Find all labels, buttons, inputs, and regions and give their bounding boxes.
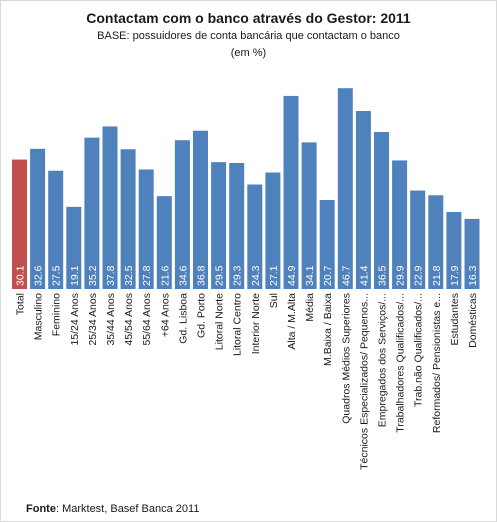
data-label: 35.2 (87, 265, 99, 286)
bar (392, 160, 408, 289)
bar (446, 212, 462, 289)
data-label: 37.8 (105, 265, 117, 286)
category-label: Quadros Médios Superiores (340, 293, 352, 424)
bar (48, 170, 64, 289)
data-label: 17.9 (449, 265, 461, 286)
category-label: Empregados dos Serviços/... (377, 293, 389, 427)
bar (283, 95, 299, 290)
category-label: 35/44 Anos (105, 293, 117, 346)
category-label: Média (304, 293, 316, 322)
data-label: 29.5 (214, 265, 226, 286)
category-label: Interior Norte (250, 293, 262, 354)
category-label: Gd. Lisboa (177, 293, 189, 344)
category-label: Masculino (33, 293, 45, 340)
bar-chart: 30.1 Total 32.6 Masculino 27.5 Feminino 19.1 15… (12, 88, 480, 470)
bar (247, 184, 263, 289)
category-label: Reformados/ Pensionistas e... (431, 293, 443, 433)
category-label: Trab.não Qualificados/... (413, 293, 425, 407)
category-label: 45/54 Anos (123, 293, 135, 346)
data-label: 16.3 (467, 265, 479, 286)
data-label: 46.7 (340, 265, 352, 286)
source-note: Fonte: Marktest, Basef Banca 2011 (26, 503, 199, 515)
bar (265, 172, 281, 289)
bar (211, 162, 227, 289)
bar (229, 163, 245, 289)
category-label: +64 Anos (159, 293, 171, 337)
chart-unit: (em %) (230, 47, 267, 59)
category-label: Feminino (51, 293, 63, 336)
bar (120, 149, 136, 289)
data-label: 21.8 (431, 265, 443, 286)
bar (355, 110, 371, 289)
data-label: 24.3 (250, 265, 262, 286)
bar (319, 199, 335, 289)
category-label: Total (15, 293, 27, 315)
data-label: 19.1 (69, 265, 81, 286)
bar (84, 137, 100, 289)
chart-title: Contactam com o banco através do Gestor:… (86, 10, 411, 26)
category-label: 15/24 Anos (69, 293, 81, 346)
category-label: Trabalhadores Qualificados/... (395, 293, 407, 433)
bar (174, 140, 190, 289)
data-label: 27.5 (51, 265, 63, 286)
category-label: Sul (268, 293, 280, 308)
data-label: 32.5 (123, 265, 135, 286)
bar (301, 142, 317, 289)
category-label: Técnicos Especializados/ Pequenos... (358, 293, 370, 470)
data-label: 34.6 (177, 265, 189, 286)
bar (193, 130, 208, 289)
data-label: 21.6 (159, 265, 171, 286)
data-label: 20.7 (322, 265, 334, 286)
data-label: 30.1 (15, 265, 27, 286)
category-label: 25/34 Anos (87, 293, 99, 346)
data-label: 29.3 (232, 265, 244, 286)
bar (428, 195, 444, 289)
bar (12, 159, 27, 289)
bar (374, 132, 389, 289)
data-label: 34.1 (304, 265, 316, 286)
bar (337, 88, 353, 289)
data-label: 44.9 (286, 265, 298, 286)
data-label: 36.5 (377, 265, 389, 286)
category-label: Litoral Centro (232, 293, 244, 356)
bar (102, 126, 118, 290)
data-label: 22.9 (413, 265, 425, 286)
chart-subtitle: BASE: possuidores de conta bancária que … (97, 30, 400, 42)
category-label: Litoral Norte (214, 293, 226, 350)
bar (66, 206, 82, 289)
data-label: 41.4 (358, 265, 370, 286)
source-label: Fonte (26, 503, 56, 515)
category-label: M.Baixa / Baixa (322, 293, 334, 366)
source-text: : Marktest, Basef Banca 2011 (55, 503, 200, 515)
bar (410, 190, 426, 289)
data-label: 29.9 (395, 265, 407, 286)
bar (138, 169, 154, 289)
bar (156, 196, 172, 289)
category-label: Domésticas (467, 293, 479, 348)
bar (464, 218, 480, 289)
data-label: 32.6 (33, 265, 45, 286)
data-label: 36.8 (196, 265, 208, 286)
category-label: Gd. Porto (196, 293, 208, 338)
category-label: 55/64 Anos (141, 293, 153, 346)
category-label: Alta / M.Alta (286, 293, 298, 350)
data-label: 27.1 (268, 265, 280, 286)
data-label: 27.8 (141, 265, 153, 286)
category-label: Estudantes (449, 293, 461, 346)
bar (30, 148, 46, 289)
